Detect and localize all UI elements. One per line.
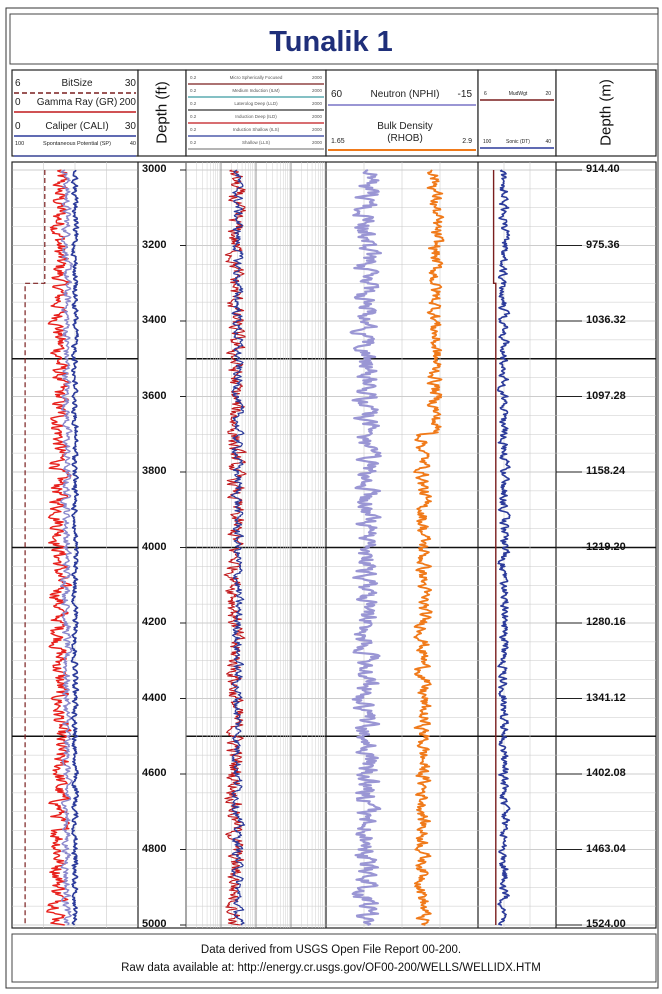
track2-name: Medium Induction (ILM) <box>232 88 280 93</box>
depth-m-tick-label: 1524.00 <box>586 918 626 930</box>
track1-max: 40 <box>129 141 136 147</box>
outer-frame <box>5 7 659 989</box>
depth-m-tick-label: 1341.12 <box>586 691 626 704</box>
track3-min: 1.65 <box>331 138 345 145</box>
track4-max: 40 <box>545 139 551 145</box>
track1-name: Caliper (CALI) <box>45 121 109 132</box>
sonic-curve <box>496 169 511 926</box>
track2-name: Shallow (LLS) <box>241 140 270 145</box>
depth-ft-tick-label: 5000 <box>142 918 167 930</box>
track2-min: 0.2 <box>190 127 197 132</box>
track4-max: 20 <box>545 91 551 97</box>
track1-max: 30 <box>124 121 136 132</box>
depth-m-tick-label: 1402.08 <box>586 767 626 779</box>
depth-ft-tick-label: 4400 <box>142 691 167 704</box>
footer-line-2: Raw data available at: http://energy.cr.… <box>121 962 541 974</box>
track4-min: 100 <box>483 139 492 145</box>
track2-max: 2000 <box>311 75 322 80</box>
track3-name: Neutron (NPHI) <box>370 89 440 100</box>
track1-name: Spontaneous Potential (SP) <box>43 141 111 147</box>
depth-ft-tick-label: 4000 <box>142 540 167 553</box>
tracks-frame <box>11 161 657 929</box>
track2-max: 2000 <box>311 101 322 106</box>
sp-curve <box>70 169 80 926</box>
track2-name: Laterolog Deep (LLD) <box>234 101 278 106</box>
depth-m-tick-label: 914.40 <box>586 163 620 175</box>
tracks <box>11 161 657 929</box>
depth-ft-tick-label: 3000 <box>142 163 167 175</box>
depth-ft-tick-label: 3400 <box>142 314 167 326</box>
depth-m-tick-label: 1280.16 <box>586 616 626 628</box>
track3-min: 60 <box>331 89 343 100</box>
depth-ft-tick-label: 4600 <box>142 767 167 779</box>
track1-min: 0 <box>15 121 21 132</box>
track1-min: 0 <box>15 97 21 108</box>
bitsize-curve <box>24 170 46 925</box>
track4-name: Sonic (DT) <box>506 139 530 145</box>
track1-name: BitSize <box>61 78 93 89</box>
track4-min: 6 <box>484 91 487 97</box>
chart-title: Tunalik 1 <box>269 26 393 58</box>
depth-ft-header: Depth (ft) <box>153 81 171 144</box>
track3-name: Bulk Density <box>377 121 433 132</box>
footer-line-1: Data derived from USGS Open File Report … <box>200 944 462 956</box>
depth-m-tick-label: 975.36 <box>586 238 620 251</box>
footer-box <box>11 933 657 983</box>
track1-max: 30 <box>124 78 136 89</box>
depth-ft-tick-label: 3200 <box>142 238 167 251</box>
track2-min: 0.2 <box>190 75 197 80</box>
mudwgt-curve <box>492 170 497 925</box>
track2-max: 2000 <box>311 88 322 93</box>
track2-max: 2000 <box>311 114 322 119</box>
track4-name: MudWgt <box>508 91 528 97</box>
track3-sub: (RHOB) <box>387 133 423 144</box>
depth-ft-tick-label: 3600 <box>142 389 167 402</box>
track1-max: 200 <box>119 97 136 108</box>
track3-max: 2.9 <box>462 138 472 145</box>
track2-name: Induction Deep (ILD) <box>235 114 277 119</box>
track3-max: -15 <box>457 89 472 100</box>
ils-curve <box>230 169 246 926</box>
track2-min: 0.2 <box>190 140 197 145</box>
depth-ft-tick-label: 4200 <box>142 616 167 628</box>
caliper-curve <box>60 169 74 926</box>
depth-m-tick-label: 1219.20 <box>586 540 626 553</box>
title-box <box>9 13 659 65</box>
track2-min: 0.2 <box>190 101 197 106</box>
track2-max: 2000 <box>311 127 322 132</box>
track1-name: Gamma Ray (GR) <box>36 97 118 108</box>
track2-min: 0.2 <box>190 114 197 119</box>
depth-m-header: Depth (m) <box>597 79 615 146</box>
header-line-samples <box>14 83 554 157</box>
depth-m-tick-label: 1463.04 <box>586 842 626 855</box>
track2-min: 0.2 <box>190 88 197 93</box>
depth-m-tick-label: 1158.24 <box>586 465 626 477</box>
neutron-curve <box>349 169 382 927</box>
track2-max: 2000 <box>311 140 322 145</box>
depth-m-tick-label: 1036.32 <box>586 314 626 326</box>
track1-min: 100 <box>15 141 25 147</box>
bulk-density-curve <box>413 169 445 926</box>
depth-ft-tick-label: 3800 <box>142 465 167 477</box>
track1-min: 6 <box>15 78 21 89</box>
depth-m-tick-label: 1097.28 <box>586 389 626 402</box>
depth-ft-tick-label: 4800 <box>142 842 167 855</box>
track2-name: Induction Shallow (ILS) <box>232 127 280 132</box>
track2-name: Micro Spherically Focused <box>229 75 283 80</box>
